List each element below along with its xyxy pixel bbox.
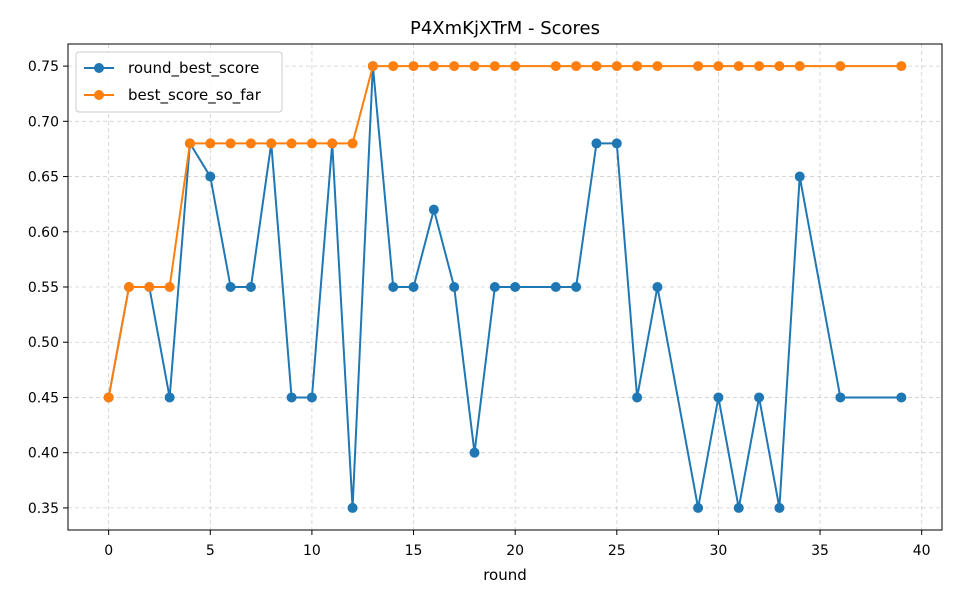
- x-tick-label: 35: [811, 543, 829, 559]
- data-point: [103, 392, 114, 403]
- x-tick-label: 40: [913, 543, 931, 559]
- x-tick-label: 5: [206, 543, 215, 559]
- data-point: [835, 392, 846, 403]
- chart-title: P4XmKjXTrM - Scores: [410, 18, 600, 39]
- data-point: [754, 392, 765, 403]
- data-point: [245, 138, 256, 149]
- data-point: [713, 392, 724, 403]
- y-tick-label: 0.55: [28, 280, 59, 296]
- data-point: [306, 138, 317, 149]
- y-axis-ticks: 0.35 0.40 0.45 0.50 0.55 0.60 0.65 0.70 0.75: [28, 59, 68, 517]
- y-tick-label: 0.35: [28, 501, 59, 517]
- data-point: [327, 138, 338, 149]
- x-tick-label: 10: [303, 543, 321, 559]
- data-point: [632, 392, 643, 403]
- data-point: [388, 282, 399, 292]
- data-point: [510, 61, 521, 72]
- data-point: [733, 61, 744, 72]
- data-point: [205, 138, 216, 149]
- legend-swatch-marker: [94, 63, 104, 73]
- x-tick-label: 25: [608, 543, 626, 559]
- data-point: [571, 61, 582, 72]
- data-point: [693, 502, 704, 513]
- data-point: [367, 61, 378, 72]
- data-point: [306, 392, 317, 403]
- data-point: [693, 61, 704, 72]
- data-point: [144, 282, 155, 292]
- data-point: [774, 61, 785, 72]
- data-point: [449, 61, 460, 72]
- x-tick-label: 30: [710, 543, 728, 559]
- data-point: [733, 502, 744, 513]
- data-point: [164, 392, 175, 403]
- data-point: [632, 61, 643, 72]
- data-point: [449, 282, 460, 292]
- data-point: [347, 502, 358, 513]
- legend-entry: round_best_score: [84, 59, 259, 78]
- data-point: [835, 61, 846, 72]
- y-tick-label: 0.40: [28, 446, 59, 462]
- data-point: [774, 502, 785, 513]
- legend-label: round_best_score: [128, 59, 259, 78]
- x-tick-label: 15: [405, 543, 423, 559]
- data-point: [896, 61, 907, 72]
- y-tick-label: 0.70: [28, 114, 59, 130]
- data-point: [428, 204, 439, 215]
- data-point: [489, 61, 500, 72]
- data-point: [652, 61, 663, 72]
- data-point: [652, 282, 663, 292]
- data-point: [408, 61, 419, 72]
- data-point: [754, 61, 765, 72]
- data-point: [794, 171, 805, 182]
- data-point: [225, 282, 236, 292]
- data-point: [225, 138, 236, 149]
- data-point: [550, 61, 561, 72]
- data-point: [794, 61, 805, 72]
- legend-box: [75, 51, 283, 113]
- legend-entry: best_score_so_far: [84, 86, 262, 105]
- data-point: [896, 392, 907, 403]
- data-point: [469, 447, 480, 458]
- legend-label: best_score_so_far: [128, 86, 262, 105]
- data-point: [489, 282, 500, 292]
- data-point: [550, 282, 561, 292]
- data-point: [611, 138, 622, 149]
- data-point: [388, 61, 399, 72]
- x-tick-label: 0: [104, 543, 113, 559]
- data-point: [347, 138, 358, 149]
- data-point: [428, 61, 439, 72]
- data-point: [205, 171, 216, 182]
- data-point: [713, 61, 724, 72]
- data-point: [408, 282, 419, 292]
- data-point: [286, 138, 297, 149]
- y-tick-label: 0.45: [28, 390, 59, 406]
- data-point: [164, 282, 175, 292]
- data-point: [510, 282, 521, 292]
- x-axis-label: round: [483, 566, 527, 584]
- data-point: [571, 282, 582, 292]
- data-point: [245, 282, 256, 292]
- y-tick-label: 0.50: [28, 335, 59, 351]
- legend-swatch-marker: [94, 90, 104, 100]
- x-tick-label: 20: [506, 543, 524, 559]
- x-axis-ticks: 0 5 10 15 20 25 30 35 40: [104, 530, 931, 559]
- legend: round_best_score best_score_so_far: [75, 51, 283, 113]
- y-tick-label: 0.65: [28, 170, 59, 186]
- data-point: [611, 61, 622, 72]
- data-point: [266, 138, 277, 149]
- data-point: [591, 138, 602, 149]
- series-layer: [103, 61, 907, 513]
- data-point: [184, 138, 195, 149]
- y-tick-label: 0.75: [28, 59, 59, 75]
- data-point: [286, 392, 297, 403]
- data-point: [469, 61, 480, 72]
- data-point: [591, 61, 602, 72]
- y-tick-label: 0.60: [28, 225, 59, 241]
- data-point: [123, 282, 134, 292]
- series-best_score_so_far: [103, 61, 907, 403]
